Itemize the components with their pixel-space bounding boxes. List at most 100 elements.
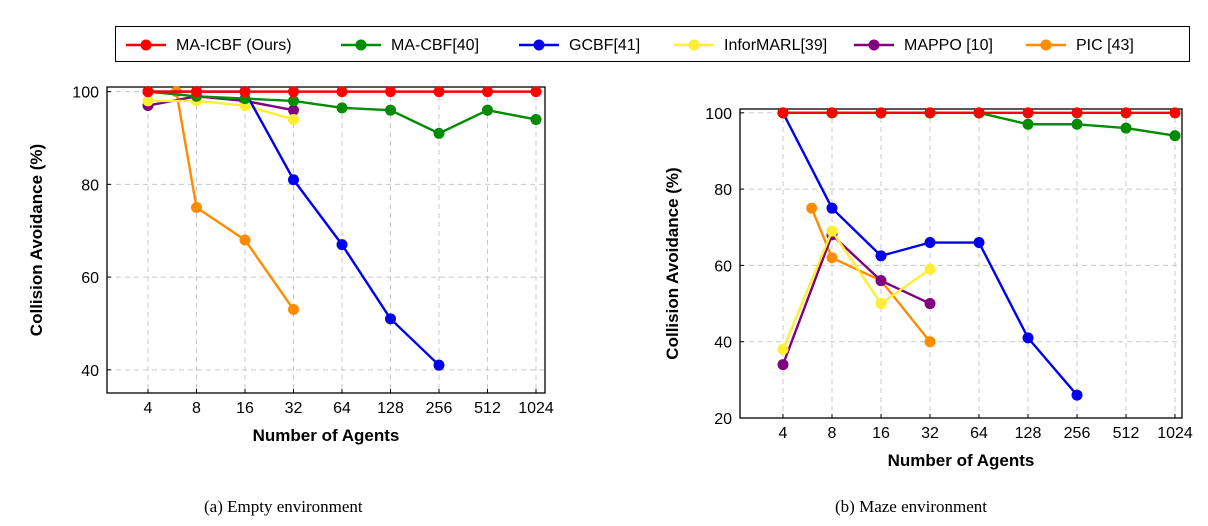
data-point-mappo-10 — [777, 359, 789, 371]
legend-marker-gcbf-41 — [533, 39, 545, 51]
y-tick-label: 100 — [72, 85, 99, 102]
x-tick-label: 128 — [1015, 425, 1042, 442]
data-point-gcbf-41 — [288, 174, 299, 186]
data-point-ma-cbf-40 — [433, 127, 445, 139]
data-point-ma-cbf-40 — [530, 113, 542, 125]
x-tick-label: 512 — [1113, 425, 1140, 442]
plot-area: 4 8 16 32 64 128 256 512 1024 40 60 80 100 Number of … — [27, 85, 554, 445]
data-point-pic-43 — [826, 252, 838, 264]
y-tick-label: 80 — [714, 182, 732, 199]
data-point-ma-cbf-40 — [385, 104, 396, 116]
x-tick-label: 1024 — [1157, 425, 1193, 442]
data-point-ma-icbf-ours — [973, 107, 985, 119]
caption-empty-environment: (a) Empty environment — [204, 497, 363, 516]
axes-frame — [739, 108, 1183, 419]
data-point-gcbf-41 — [973, 237, 985, 249]
legend-marker-ma-cbf-40 — [355, 39, 367, 51]
data-point-mappo-10 — [288, 104, 299, 116]
data-point-ma-icbf-ours — [191, 86, 202, 98]
x-tick-label: 16 — [872, 425, 890, 442]
series-line-informarl-39 — [781, 229, 931, 350]
data-point-mappo-10 — [924, 298, 936, 310]
series-line-mappo-10 — [781, 233, 931, 366]
data-point-ma-icbf-ours — [924, 107, 936, 119]
legend-marker-ma-icbf-ours — [140, 39, 152, 51]
data-point-informarl-39 — [142, 95, 154, 107]
data-point-gcbf-41 — [336, 239, 348, 251]
data-point-ma-icbf-ours — [530, 86, 542, 98]
data-point-ma-icbf-ours — [336, 86, 348, 98]
legend-label-mappo-10: MAPPO [10] — [904, 37, 993, 54]
data-point-pic-43 — [239, 234, 251, 246]
data-point-ma-cbf-40 — [1120, 122, 1132, 134]
x-tick-label: 512 — [474, 400, 501, 417]
data-point-ma-icbf-ours — [385, 86, 396, 98]
axes-frame — [106, 86, 546, 394]
x-axis-label: Number of Agents — [888, 451, 1035, 470]
legend-marker-mappo-10 — [868, 39, 880, 51]
legend-label-pic-43: PIC [43] — [1076, 37, 1134, 54]
legend-marker-pic-43 — [1040, 39, 1052, 51]
x-tick-label: 64 — [333, 400, 351, 417]
y-tick-label: 60 — [714, 258, 732, 275]
data-point-ma-cbf-40 — [1071, 118, 1083, 130]
x-tick-label: 32 — [921, 425, 939, 442]
data-point-informarl-39 — [777, 343, 789, 355]
x-tick-label: 4 — [779, 425, 788, 442]
data-point-ma-cbf-40 — [1169, 130, 1181, 142]
y-tick-label: 60 — [81, 270, 99, 287]
data-point-informarl-39 — [875, 298, 887, 310]
legend-label-ma-icbf-ours: MA-ICBF (Ours) — [176, 37, 292, 54]
x-tick-label: 8 — [192, 400, 201, 417]
data-point-gcbf-41 — [433, 359, 445, 371]
data-point-gcbf-41 — [826, 202, 838, 214]
x-tick-label: 256 — [426, 400, 453, 417]
y-axis-label: Collision Avoidance (%) — [663, 167, 682, 359]
data-point-ma-icbf-ours — [1169, 107, 1181, 119]
data-point-ma-cbf-40 — [336, 102, 348, 114]
legend-items: MA-ICBF (Ours) MA-CBF[40] GCBF[41] InforMAR… — [126, 37, 1134, 54]
data-point-ma-icbf-ours — [1120, 107, 1132, 119]
data-point-gcbf-41 — [924, 237, 936, 249]
legend-label-informarl-39: InforMARL[39] — [724, 37, 827, 54]
x-axis-label: Number of Agents — [253, 426, 400, 445]
data-point-pic-43 — [924, 336, 936, 348]
legend-label-gcbf-41: GCBF[41] — [569, 37, 640, 54]
data-point-ma-icbf-ours — [1022, 107, 1034, 119]
x-tick-label: 8 — [828, 425, 837, 442]
data-point-ma-icbf-ours — [482, 86, 493, 98]
data-point-gcbf-41 — [875, 250, 887, 262]
data-point-gcbf-41 — [1071, 389, 1083, 401]
x-tick-label: 1024 — [518, 400, 554, 417]
data-point-mappo-10 — [875, 275, 887, 287]
data-point-pic-43 — [288, 304, 299, 316]
y-tick-label: 40 — [81, 363, 99, 380]
x-tick-label: 64 — [970, 425, 988, 442]
data-point-ma-icbf-ours — [1071, 107, 1083, 119]
y-axis-label: Collision Avoidance (%) — [27, 144, 46, 336]
data-point-informarl-39 — [924, 263, 936, 275]
y-tick-label: 100 — [705, 106, 732, 123]
x-tick-label: 32 — [285, 400, 303, 417]
data-point-ma-icbf-ours — [239, 86, 251, 98]
data-point-ma-icbf-ours — [875, 107, 887, 119]
data-point-ma-cbf-40 — [288, 95, 299, 107]
y-tick-label: 80 — [81, 177, 99, 194]
legend-label-ma-cbf-40: MA-CBF[40] — [391, 37, 479, 54]
x-tick-label: 16 — [236, 400, 254, 417]
data-point-informarl-39 — [826, 225, 838, 237]
data-point-ma-icbf-ours — [777, 107, 789, 119]
data-point-ma-cbf-40 — [482, 104, 493, 116]
series-line-pic-43 — [175, 91, 295, 311]
data-point-ma-icbf-ours — [142, 86, 154, 98]
data-point-gcbf-41 — [385, 313, 396, 325]
x-tick-label: 256 — [1064, 425, 1091, 442]
x-tick-label: 128 — [377, 400, 404, 417]
data-point-pic-43 — [191, 202, 202, 214]
y-tick-label: 20 — [714, 411, 732, 428]
data-point-informarl-39 — [288, 113, 299, 125]
legend-marker-informarl-39 — [688, 39, 700, 51]
y-tick-label: 40 — [714, 335, 732, 352]
